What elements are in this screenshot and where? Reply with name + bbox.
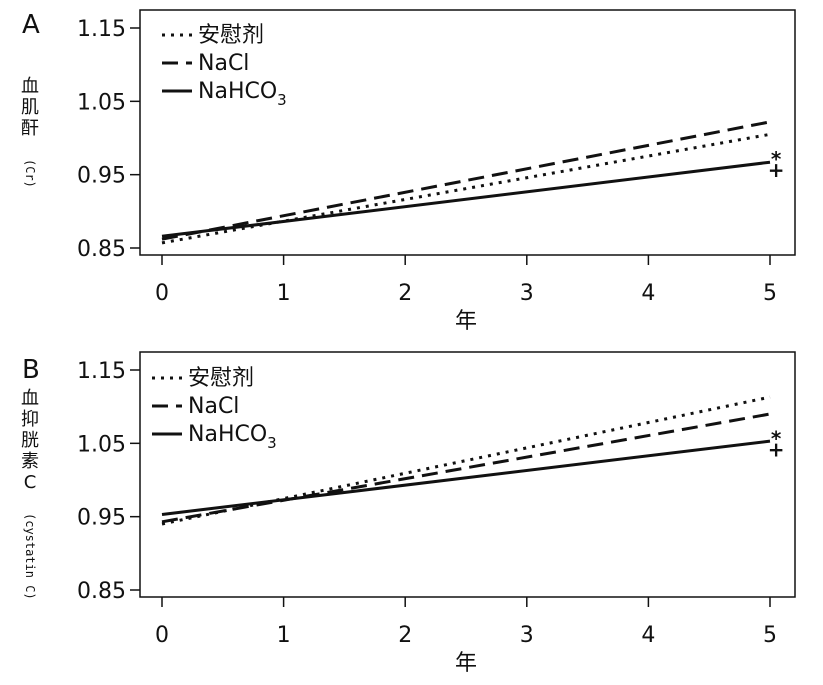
y-axis-label-char: 血 — [21, 388, 39, 409]
x-tick-label: 2 — [398, 281, 412, 306]
y-tick-label: 0.85 — [77, 237, 126, 262]
x-tick-label: 4 — [641, 281, 655, 306]
y-tick-label: 1.05 — [77, 432, 126, 457]
y-axis-label-char: 血 — [21, 76, 39, 97]
legend-entry-text: 安慰剂 — [198, 23, 264, 48]
significance-marker: + — [768, 158, 785, 182]
x-tick-label: 3 — [520, 281, 534, 306]
plot-frame — [139, 351, 796, 598]
legend-entry-text: NaHCO — [188, 422, 267, 447]
legend-entry-label: NaCl — [188, 394, 239, 419]
panel-label: A — [22, 10, 40, 40]
y-axis-label-char: 酐 — [21, 118, 39, 139]
series-line-dotted — [161, 132, 771, 245]
legend-entry-label: NaHCO3 — [198, 79, 287, 109]
y-axis-label-char: C — [24, 472, 37, 493]
y-axis-label-char: 素 — [21, 451, 39, 472]
x-tick-label: 4 — [641, 623, 655, 648]
y-axis-label-char: 胱 — [21, 430, 39, 451]
legend-entry-label: 安慰剂 — [198, 23, 264, 48]
x-tick-label: 5 — [763, 623, 777, 648]
panel-label: B — [22, 355, 40, 385]
y-tick-label: 1.15 — [77, 17, 126, 42]
legend-entry-text: NaCl — [188, 394, 239, 419]
y-axis-label-char: 肌 — [21, 97, 39, 118]
legend-entry-text: 安慰剂 — [188, 366, 254, 391]
legend-entry-subscript: 3 — [267, 434, 277, 452]
x-tick-label: 0 — [155, 623, 169, 648]
legend-entry-subscript: 3 — [277, 91, 287, 109]
y-tick-label: 0.95 — [77, 506, 126, 531]
x-axis-label: 年 — [455, 309, 477, 334]
x-tick-label: 1 — [277, 281, 291, 306]
x-axis-label: 年 — [455, 651, 477, 676]
significance-marker: * — [771, 147, 782, 171]
series-line-solid — [161, 439, 771, 516]
y-tick-label: 1.15 — [77, 359, 126, 384]
significance-marker: + — [768, 437, 785, 461]
x-tick-label: 5 — [763, 281, 777, 306]
y-tick-label: 1.05 — [77, 90, 126, 115]
legend-entry-label: NaCl — [198, 51, 249, 76]
series-line-dashed — [161, 412, 771, 524]
series-line-solid — [161, 160, 771, 238]
significance-marker: * — [771, 426, 782, 450]
legend-entry-text: NaCl — [198, 51, 249, 76]
x-tick-label: 0 — [155, 281, 169, 306]
y-axis-label-unit: (Cr) — [23, 159, 37, 188]
x-tick-label: 1 — [277, 623, 291, 648]
series-line-dashed — [161, 120, 771, 241]
legend-entry-text: NaHCO — [198, 79, 277, 104]
x-tick-label: 3 — [520, 623, 534, 648]
x-tick-label: 2 — [398, 623, 412, 648]
y-axis-label-char: 抑 — [21, 409, 39, 430]
y-tick-label: 0.95 — [77, 164, 126, 189]
y-axis-label-unit: (cystatin C) — [23, 513, 37, 600]
y-tick-label: 0.85 — [77, 579, 126, 604]
plot-frame — [139, 9, 796, 256]
legend-entry-label: 安慰剂 — [188, 366, 254, 391]
legend-entry-label: NaHCO3 — [188, 422, 277, 452]
